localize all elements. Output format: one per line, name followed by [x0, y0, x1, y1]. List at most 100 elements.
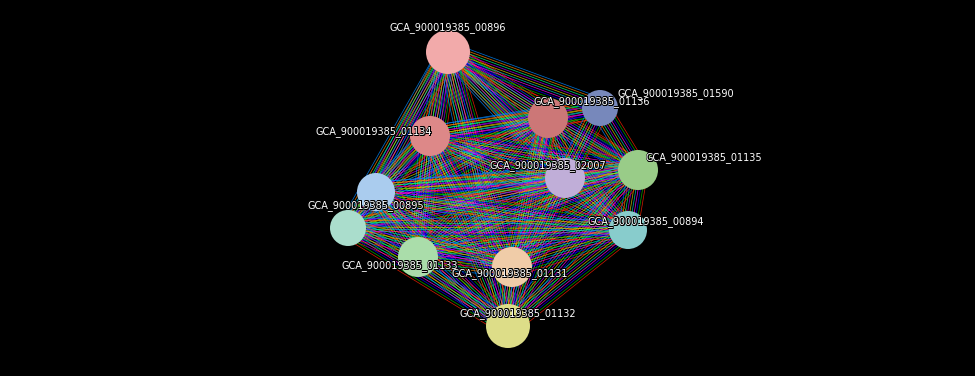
Circle shape — [330, 210, 366, 246]
Text: GCA_900019385_02007: GCA_900019385_02007 — [490, 159, 607, 170]
Text: GCA_900019385_01135: GCA_900019385_01135 — [645, 152, 761, 163]
Text: GCA_900019385_00896: GCA_900019385_00896 — [389, 21, 506, 32]
Text: GCA_900019385_01134: GCA_900019385_01134 — [315, 126, 432, 137]
Circle shape — [545, 158, 585, 198]
Text: GCA_900019385_01132: GCA_900019385_01132 — [460, 308, 577, 318]
Text: GCA_900019385_00894: GCA_900019385_00894 — [588, 215, 705, 226]
Text: GCA_900019385_01136: GCA_900019385_01136 — [534, 96, 650, 107]
Circle shape — [609, 211, 647, 249]
Text: GCA_900019385_01136: GCA_900019385_01136 — [534, 97, 650, 108]
Text: GCA_900019385_01134: GCA_900019385_01134 — [315, 126, 432, 136]
Text: GCA_900019385_01590: GCA_900019385_01590 — [618, 88, 734, 99]
Text: GCA_900019385_00896: GCA_900019385_00896 — [390, 22, 506, 33]
Text: GCA_900019385_01131: GCA_900019385_01131 — [451, 267, 567, 278]
Text: GCA_900019385_00896: GCA_900019385_00896 — [390, 23, 506, 34]
Circle shape — [528, 98, 568, 138]
Text: GCA_900019385_01135: GCA_900019385_01135 — [646, 152, 762, 163]
Text: GCA_900019385_02007: GCA_900019385_02007 — [490, 159, 606, 170]
Text: GCA_900019385_00894: GCA_900019385_00894 — [587, 215, 704, 226]
Text: GCA_900019385_00895: GCA_900019385_00895 — [309, 201, 425, 212]
Circle shape — [582, 90, 618, 126]
Text: GCA_900019385_01131: GCA_900019385_01131 — [451, 268, 567, 279]
Text: GCA_900019385_01136: GCA_900019385_01136 — [534, 97, 651, 108]
Circle shape — [486, 304, 530, 348]
Text: GCA_900019385_01131: GCA_900019385_01131 — [452, 268, 569, 279]
Text: GCA_900019385_01131: GCA_900019385_01131 — [451, 268, 567, 279]
Text: GCA_900019385_00895: GCA_900019385_00895 — [309, 199, 425, 210]
Text: GCA_900019385_01135: GCA_900019385_01135 — [645, 153, 762, 164]
Circle shape — [426, 30, 470, 74]
Text: GCA_900019385_02007: GCA_900019385_02007 — [489, 160, 605, 171]
Text: GCA_900019385_01136: GCA_900019385_01136 — [534, 95, 650, 106]
Text: GCA_900019385_01132: GCA_900019385_01132 — [460, 309, 576, 320]
Text: GCA_900019385_01135: GCA_900019385_01135 — [645, 152, 762, 162]
Text: GCA_900019385_00894: GCA_900019385_00894 — [587, 217, 704, 227]
Text: GCA_900019385_00896: GCA_900019385_00896 — [389, 23, 506, 33]
Text: GCA_900019385_01134: GCA_900019385_01134 — [316, 126, 433, 137]
Text: GCA_900019385_01133: GCA_900019385_01133 — [342, 261, 458, 272]
Text: GCA_900019385_01133: GCA_900019385_01133 — [342, 261, 459, 271]
Text: GCA_900019385_01134: GCA_900019385_01134 — [316, 125, 433, 136]
Text: GCA_900019385_00896: GCA_900019385_00896 — [390, 23, 507, 33]
Text: GCA_900019385_00895: GCA_900019385_00895 — [308, 200, 425, 211]
Text: GCA_900019385_01134: GCA_900019385_01134 — [317, 127, 433, 138]
Text: GCA_900019385_01590: GCA_900019385_01590 — [617, 87, 734, 98]
Text: GCA_900019385_01136: GCA_900019385_01136 — [534, 96, 651, 106]
Text: GCA_900019385_01590: GCA_900019385_01590 — [618, 87, 734, 98]
Text: GCA_900019385_01132: GCA_900019385_01132 — [461, 308, 577, 319]
Text: GCA_900019385_01133: GCA_900019385_01133 — [343, 260, 459, 271]
Text: GCA_900019385_01132: GCA_900019385_01132 — [459, 308, 576, 318]
Text: GCA_900019385_01134: GCA_900019385_01134 — [316, 127, 433, 138]
Text: GCA_900019385_00894: GCA_900019385_00894 — [587, 216, 704, 227]
Text: GCA_900019385_02007: GCA_900019385_02007 — [490, 161, 606, 172]
Text: GCA_900019385_01131: GCA_900019385_01131 — [452, 267, 569, 278]
Text: GCA_900019385_01135: GCA_900019385_01135 — [646, 151, 762, 162]
Text: GCA_900019385_00894: GCA_900019385_00894 — [588, 216, 705, 227]
Text: GCA_900019385_01136: GCA_900019385_01136 — [533, 96, 649, 107]
Text: GCA_900019385_01132: GCA_900019385_01132 — [460, 307, 576, 318]
Text: GCA_900019385_01590: GCA_900019385_01590 — [618, 89, 734, 100]
Circle shape — [398, 237, 438, 277]
Circle shape — [357, 173, 395, 211]
Text: GCA_900019385_00894: GCA_900019385_00894 — [589, 215, 705, 226]
Text: GCA_900019385_00894: GCA_900019385_00894 — [588, 217, 705, 228]
Circle shape — [618, 150, 658, 190]
Text: GCA_900019385_01135: GCA_900019385_01135 — [646, 153, 763, 164]
Text: GCA_900019385_00895: GCA_900019385_00895 — [307, 199, 424, 210]
Text: GCA_900019385_01133: GCA_900019385_01133 — [342, 259, 458, 270]
Text: GCA_900019385_01134: GCA_900019385_01134 — [317, 126, 433, 137]
Text: GCA_900019385_01136: GCA_900019385_01136 — [535, 96, 651, 107]
Text: GCA_900019385_01132: GCA_900019385_01132 — [460, 309, 577, 320]
Circle shape — [410, 116, 450, 156]
Text: GCA_900019385_01135: GCA_900019385_01135 — [646, 152, 763, 163]
Text: GCA_900019385_02007: GCA_900019385_02007 — [489, 159, 606, 170]
Text: GCA_900019385_00895: GCA_900019385_00895 — [308, 201, 425, 212]
Text: GCA_900019385_01590: GCA_900019385_01590 — [618, 87, 735, 98]
Text: GCA_900019385_01136: GCA_900019385_01136 — [533, 96, 650, 106]
Text: GCA_900019385_01131: GCA_900019385_01131 — [452, 268, 569, 279]
Text: GCA_900019385_01132: GCA_900019385_01132 — [459, 308, 576, 319]
Text: GCA_900019385_00895: GCA_900019385_00895 — [309, 200, 425, 211]
Text: GCA_900019385_01135: GCA_900019385_01135 — [646, 153, 762, 164]
Text: GCA_900019385_02007: GCA_900019385_02007 — [490, 161, 607, 171]
Text: GCA_900019385_00896: GCA_900019385_00896 — [391, 22, 507, 33]
Text: GCA_900019385_01131: GCA_900019385_01131 — [452, 267, 568, 278]
Text: GCA_900019385_01133: GCA_900019385_01133 — [342, 259, 459, 270]
Text: GCA_900019385_01590: GCA_900019385_01590 — [617, 89, 734, 100]
Text: GCA_900019385_00895: GCA_900019385_00895 — [308, 199, 425, 210]
Text: GCA_900019385_01136: GCA_900019385_01136 — [533, 97, 650, 108]
Text: GCA_900019385_01135: GCA_900019385_01135 — [646, 152, 763, 162]
Text: GCA_900019385_01134: GCA_900019385_01134 — [317, 126, 433, 136]
Text: GCA_900019385_01133: GCA_900019385_01133 — [342, 260, 458, 271]
Text: GCA_900019385_01133: GCA_900019385_01133 — [341, 260, 457, 271]
Text: GCA_900019385_01133: GCA_900019385_01133 — [341, 261, 458, 271]
Text: GCA_900019385_01131: GCA_900019385_01131 — [452, 269, 568, 280]
Text: GCA_900019385_00896: GCA_900019385_00896 — [390, 21, 506, 32]
Text: GCA_900019385_01590: GCA_900019385_01590 — [618, 89, 735, 100]
Text: GCA_900019385_01132: GCA_900019385_01132 — [459, 309, 576, 320]
Text: GCA_900019385_02007: GCA_900019385_02007 — [490, 160, 606, 171]
Text: GCA_900019385_00896: GCA_900019385_00896 — [389, 22, 505, 33]
Text: GCA_900019385_00894: GCA_900019385_00894 — [589, 216, 705, 227]
Text: GCA_900019385_01131: GCA_900019385_01131 — [452, 268, 568, 279]
Text: GCA_900019385_01132: GCA_900019385_01132 — [460, 308, 576, 319]
